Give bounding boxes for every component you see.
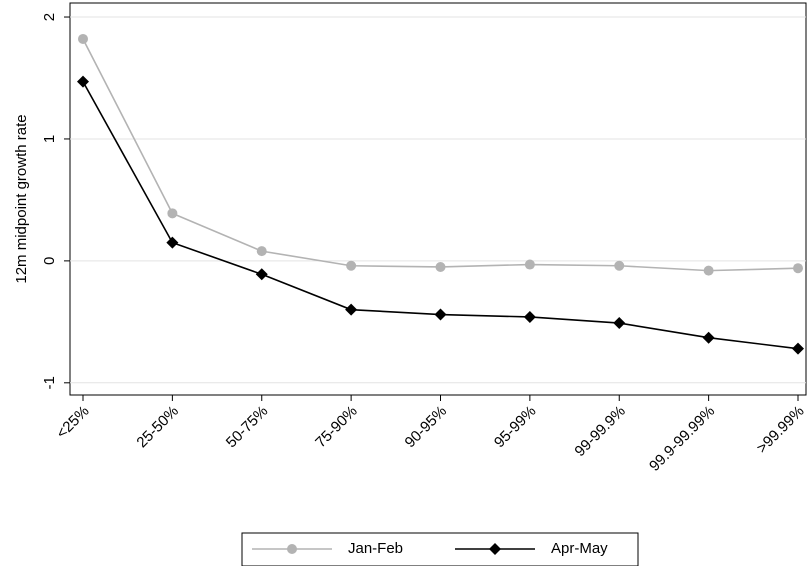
plot-frame — [69, 2, 807, 396]
marker — [792, 342, 804, 355]
marker — [524, 259, 535, 270]
y-tick-label: 2 — [41, 13, 58, 21]
marker — [346, 260, 357, 271]
marker — [78, 33, 88, 44]
marker — [703, 265, 714, 276]
marker — [255, 268, 268, 281]
legend-label: Apr-May — [551, 540, 608, 557]
y-tick-label: 1 — [41, 135, 58, 143]
x-tick-label: >99.99% — [753, 403, 807, 457]
x-tick-label: 95-99% — [491, 403, 540, 452]
x-tick-label: 99.9-99.99% — [646, 403, 718, 475]
marker — [793, 263, 803, 274]
x-tick-label: 50-75% — [223, 403, 272, 452]
y-axis-title: 12m midpoint growth rate — [13, 114, 30, 283]
series-line — [82, 38, 799, 272]
x-tick-label: 90-95% — [402, 403, 451, 452]
x-tick-label: 25-50% — [133, 403, 182, 452]
marker — [614, 260, 625, 271]
legend-marker — [287, 544, 297, 554]
marker — [256, 246, 267, 257]
marker — [435, 261, 446, 272]
marker — [345, 303, 358, 316]
marker — [613, 317, 626, 330]
legend-label: Jan-Feb — [348, 540, 403, 557]
legend-marker — [489, 543, 501, 555]
marker — [523, 310, 536, 323]
marker — [166, 236, 179, 249]
y-tick-label: -1 — [41, 376, 58, 389]
marker — [434, 308, 447, 321]
marker — [702, 331, 715, 344]
x-tick-label: 75-90% — [312, 403, 361, 452]
y-tick-label: 0 — [41, 257, 58, 265]
marker — [167, 208, 178, 219]
x-tick-label: <25% — [53, 403, 92, 442]
marker — [77, 75, 89, 88]
x-tick-label: 99-99.9% — [571, 403, 628, 460]
